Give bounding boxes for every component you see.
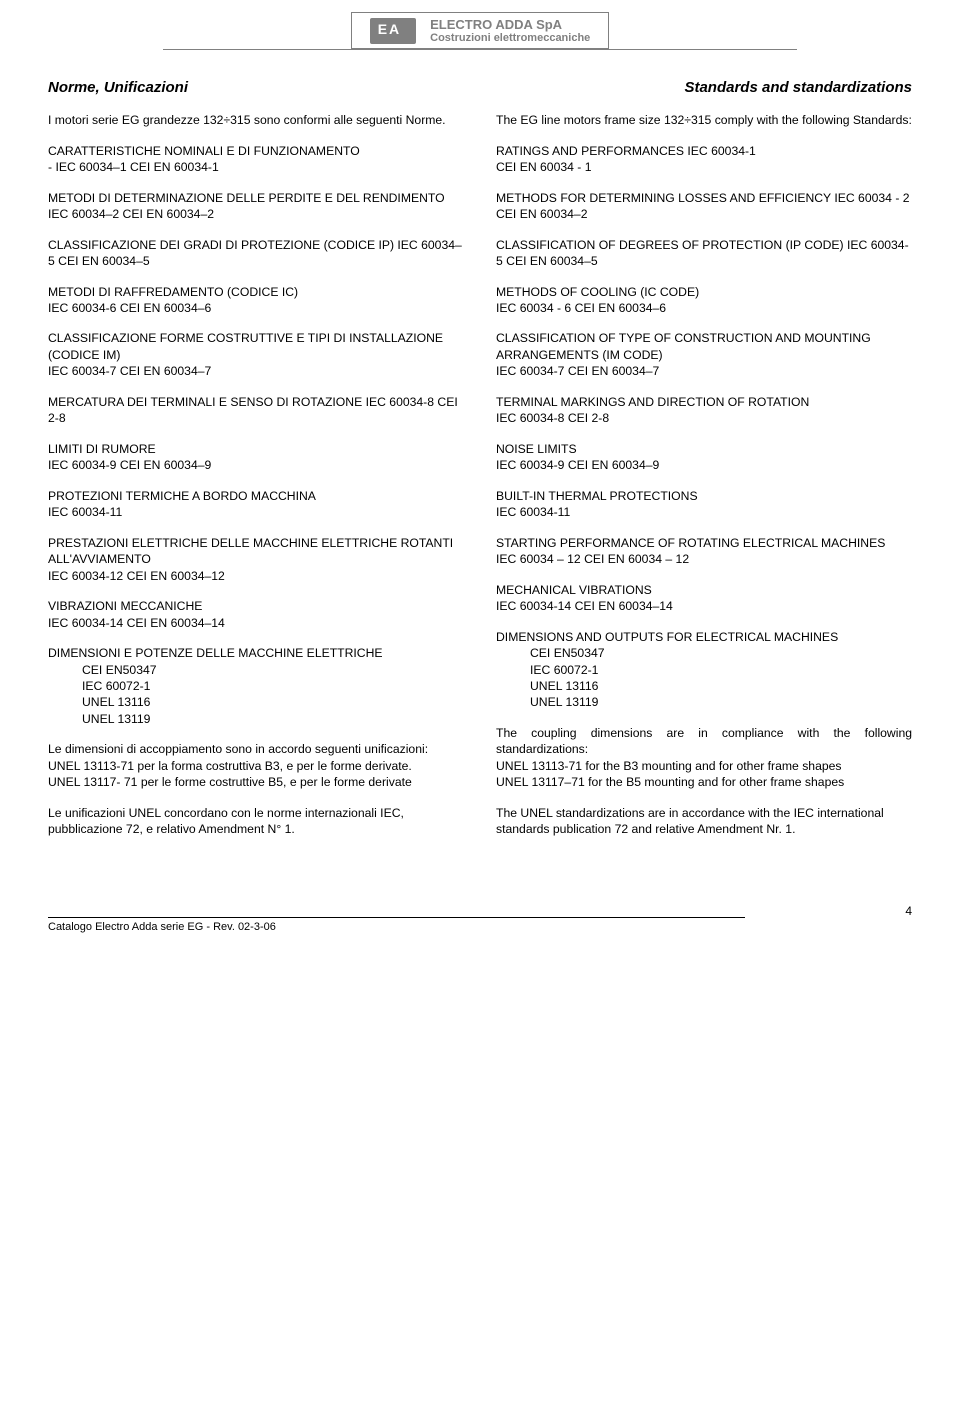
right-s7a: NOISE LIMITS [496, 441, 912, 457]
left-s11b: CEI EN50347 [48, 662, 464, 678]
right-s10a: MECHANICAL VIBRATIONS [496, 582, 912, 598]
left-s4: METODI DI RAFFREDAMENTO (CODICE IC) IEC … [48, 284, 464, 317]
company-logo-icon [370, 18, 416, 44]
page-body: Norme, Unificazioni I motori serie EG gr… [0, 58, 960, 864]
left-s10b: IEC 60034-14 CEI EN 60034–14 [48, 615, 464, 631]
left-s2: METODI DI DETERMINAZIONE DELLE PERDITE E… [48, 190, 464, 223]
right-s4: METHODS OF COOLING (IC CODE) IEC 60034 -… [496, 284, 912, 317]
left-s6: MERCATURA DEI TERMINALI E SENSO DI ROTAZ… [48, 394, 464, 427]
left-s12a: Le dimensioni di accoppiamento sono in a… [48, 741, 464, 757]
left-s11: DIMENSIONI E POTENZE DELLE MACCHINE ELET… [48, 645, 464, 727]
left-s1: CARATTERISTICHE NOMINALI E DI FUNZIONAME… [48, 143, 464, 176]
left-s11a: DIMENSIONI E POTENZE DELLE MACCHINE ELET… [48, 645, 464, 661]
right-s7: NOISE LIMITS IEC 60034-9 CEI EN 60034–9 [496, 441, 912, 474]
right-intro: The EG line motors frame size 132÷315 co… [496, 112, 912, 128]
right-s1a: RATINGS AND PERFORMANCES IEC 60034-1 [496, 143, 912, 159]
right-s11e: UNEL 13119 [496, 694, 912, 710]
right-s11: DIMENSIONS AND OUTPUTS FOR ELECTRICAL MA… [496, 629, 912, 711]
page-header: ELECTRO ADDA SpA Costruzioni elettromecc… [0, 0, 960, 58]
right-s11a: DIMENSIONS AND OUTPUTS FOR ELECTRICAL MA… [496, 629, 912, 645]
right-s3: CLASSIFICATION OF DEGREES OF PROTECTION … [496, 237, 912, 270]
right-s6a: TERMINAL MARKINGS AND DIRECTION OF ROTAT… [496, 394, 912, 410]
right-s2: METHODS FOR DETERMINING LOSSES AND EFFIC… [496, 190, 912, 223]
header-text: ELECTRO ADDA SpA Costruzioni elettromecc… [430, 17, 590, 44]
left-s10: VIBRAZIONI MECCANICHE IEC 60034-14 CEI E… [48, 598, 464, 631]
left-s12: Le dimensioni di accoppiamento sono in a… [48, 741, 464, 790]
left-s11d: UNEL 13116 [48, 694, 464, 710]
left-s4b: IEC 60034-6 CEI EN 60034–6 [48, 300, 464, 316]
right-s5a: CLASSIFICATION OF TYPE OF CONSTRUCTION A… [496, 330, 912, 363]
left-s5: CLASSIFICAZIONE FORME COSTRUTTIVE E TIPI… [48, 330, 464, 379]
footer-rule: Catalogo Electro Adda serie EG - Rev. 02… [48, 917, 745, 918]
right-s5: CLASSIFICATION OF TYPE OF CONSTRUCTION A… [496, 330, 912, 379]
left-s7a: LIMITI DI RUMORE [48, 441, 464, 457]
header-box: ELECTRO ADDA SpA Costruzioni elettromecc… [351, 12, 610, 49]
left-s7b: IEC 60034-9 CEI EN 60034–9 [48, 457, 464, 473]
left-intro: I motori serie EG grandezze 132÷315 sono… [48, 112, 464, 128]
page-number: 4 [905, 904, 912, 918]
left-s11c: IEC 60072-1 [48, 678, 464, 694]
left-s5a: CLASSIFICAZIONE FORME COSTRUTTIVE E TIPI… [48, 330, 464, 363]
left-s4a: METODI DI RAFFREDAMENTO (CODICE IC) [48, 284, 464, 300]
left-s5b: IEC 60034-7 CEI EN 60034–7 [48, 363, 464, 379]
right-s8a: BUILT-IN THERMAL PROTECTIONS [496, 488, 912, 504]
left-s1b: - IEC 60034–1 CEI EN 60034-1 [48, 159, 464, 175]
right-s7b: IEC 60034-9 CEI EN 60034–9 [496, 457, 912, 473]
right-title: Standards and standardizations [496, 78, 912, 98]
right-s6: TERMINAL MARKINGS AND DIRECTION OF ROTAT… [496, 394, 912, 427]
page-footer: Catalogo Electro Adda serie EG - Rev. 02… [0, 864, 960, 932]
left-column: Norme, Unificazioni I motori serie EG gr… [48, 78, 464, 852]
left-title: Norme, Unificazioni [48, 78, 464, 98]
right-s8: BUILT-IN THERMAL PROTECTIONS IEC 60034-1… [496, 488, 912, 521]
right-s10b: IEC 60034-14 CEI EN 60034–14 [496, 598, 912, 614]
right-s11b: CEI EN50347 [496, 645, 912, 661]
left-s7: LIMITI DI RUMORE IEC 60034-9 CEI EN 6003… [48, 441, 464, 474]
two-column-layout: Norme, Unificazioni I motori serie EG gr… [48, 78, 912, 852]
right-s6b: IEC 60034-8 CEI 2-8 [496, 410, 912, 426]
right-s4a: METHODS OF COOLING (IC CODE) [496, 284, 912, 300]
right-s1b: CEI EN 60034 - 1 [496, 159, 912, 175]
right-s12a: The coupling dimensions are in complianc… [496, 725, 912, 758]
company-tagline: Costruzioni elettromeccaniche [430, 32, 590, 44]
right-s8b: IEC 60034-11 [496, 504, 912, 520]
right-s10: MECHANICAL VIBRATIONS IEC 60034-14 CEI E… [496, 582, 912, 615]
right-s11d: UNEL 13116 [496, 678, 912, 694]
right-s9b: IEC 60034 – 12 CEI EN 60034 – 12 [496, 551, 912, 567]
right-s9a: STARTING PERFORMANCE OF ROTATING ELECTRI… [496, 535, 912, 551]
left-s9b: IEC 60034-12 CEI EN 60034–12 [48, 568, 464, 584]
left-s10a: VIBRAZIONI MECCANICHE [48, 598, 464, 614]
left-s11e: UNEL 13119 [48, 711, 464, 727]
right-s11c: IEC 60072-1 [496, 662, 912, 678]
header-rule [163, 49, 797, 50]
right-s12b: UNEL 13113-71 for the B3 mounting and fo… [496, 758, 912, 774]
right-s9: STARTING PERFORMANCE OF ROTATING ELECTRI… [496, 535, 912, 568]
right-s12: The coupling dimensions are in complianc… [496, 725, 912, 791]
right-s5b: IEC 60034-7 CEI EN 60034–7 [496, 363, 912, 379]
left-s3: CLASSIFICAZIONE DEI GRADI DI PROTEZIONE … [48, 237, 464, 270]
left-s12c: UNEL 13117- 71 per le forme costruttive … [48, 774, 464, 790]
left-s8: PROTEZIONI TERMICHE A BORDO MACCHINA IEC… [48, 488, 464, 521]
left-s9: PRESTAZIONI ELETTRICHE DELLE MACCHINE EL… [48, 535, 464, 584]
company-name: ELECTRO ADDA SpA [430, 17, 590, 32]
right-s13: The UNEL standardizations are in accorda… [496, 805, 912, 838]
left-s13: Le unificazioni UNEL concordano con le n… [48, 805, 464, 838]
left-s8b: IEC 60034-11 [48, 504, 464, 520]
left-s8a: PROTEZIONI TERMICHE A BORDO MACCHINA [48, 488, 464, 504]
right-s1: RATINGS AND PERFORMANCES IEC 60034-1 CEI… [496, 143, 912, 176]
left-s1a: CARATTERISTICHE NOMINALI E DI FUNZIONAME… [48, 143, 464, 159]
right-column: Standards and standardizations The EG li… [496, 78, 912, 852]
left-s9a: PRESTAZIONI ELETTRICHE DELLE MACCHINE EL… [48, 535, 464, 568]
right-s4b: IEC 60034 - 6 CEI EN 60034–6 [496, 300, 912, 316]
footer-text: Catalogo Electro Adda serie EG - Rev. 02… [48, 921, 276, 933]
right-s12c: UNEL 13117–71 for the B5 mounting and fo… [496, 774, 912, 790]
left-s12b: UNEL 13113-71 per la forma costruttiva B… [48, 758, 464, 774]
